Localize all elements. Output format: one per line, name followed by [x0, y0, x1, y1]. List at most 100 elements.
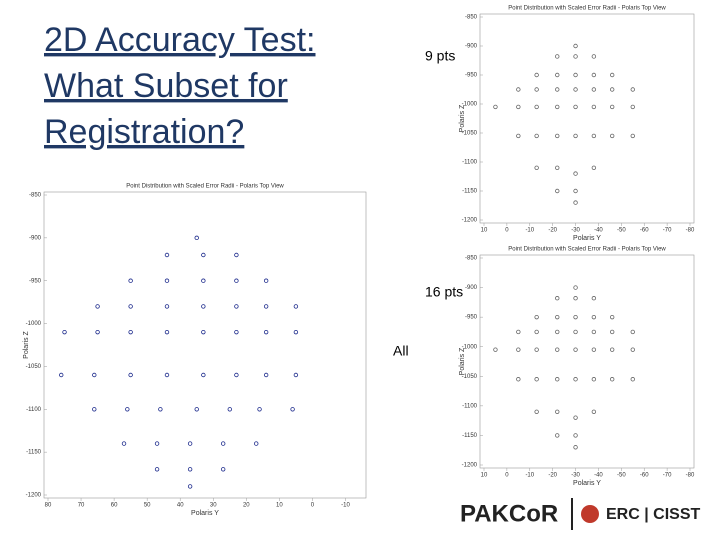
x-tick-label: 60 [111, 503, 118, 509]
point [263, 304, 269, 309]
point [573, 285, 578, 290]
point [234, 304, 239, 309]
point [573, 133, 578, 139]
point [516, 87, 521, 92]
point [555, 296, 560, 301]
point [555, 54, 560, 59]
point [573, 377, 578, 382]
point [158, 407, 163, 412]
chart-title: Point Distribution with Scaled Error Rad… [508, 247, 666, 253]
point [516, 104, 521, 110]
y-tick-label: -900 [465, 285, 478, 291]
point [591, 347, 597, 352]
plot-frame [479, 254, 695, 469]
y-tick-label: -900 [465, 44, 478, 50]
x-axis-label: Polaris Y [573, 480, 601, 487]
point [555, 104, 560, 110]
x-tick-label: 40 [177, 503, 184, 509]
point [128, 304, 133, 309]
x-tick-label: 0 [505, 228, 509, 234]
y-tick-label: -850 [465, 256, 478, 262]
y-tick-label: -1000 [462, 102, 478, 108]
y-tick-label: -1150 [462, 433, 478, 439]
x-tick-label: -20 [548, 228, 557, 234]
point [95, 304, 100, 309]
point [609, 87, 615, 92]
point [92, 372, 97, 378]
y-tick-label: -950 [29, 278, 42, 284]
point [201, 304, 206, 309]
subset-label: 9 pts [425, 48, 455, 64]
y-tick-label: -900 [29, 235, 42, 241]
point [555, 347, 560, 352]
point [630, 347, 635, 352]
point [573, 188, 578, 194]
point [630, 133, 635, 139]
x-tick-label: 30 [210, 503, 217, 509]
point [201, 252, 206, 258]
point [573, 43, 578, 49]
point [95, 329, 100, 335]
point [220, 441, 226, 446]
chart-title: Point Distribution with Scaled Error Rad… [126, 184, 284, 190]
x-tick-label: -80 [686, 473, 695, 479]
point [573, 104, 578, 110]
y-tick-label: -1100 [462, 403, 478, 409]
point [534, 72, 539, 78]
point [263, 329, 269, 335]
point [630, 104, 635, 110]
point [555, 188, 560, 194]
point [128, 329, 133, 335]
point [555, 409, 560, 414]
point [263, 278, 269, 283]
y-tick-label: -1100 [26, 407, 42, 413]
point [201, 278, 206, 283]
point [263, 372, 269, 378]
x-tick-label: 10 [481, 473, 488, 479]
x-tick-label: 0 [311, 503, 315, 509]
point [573, 54, 578, 59]
x-tick-label: -60 [640, 473, 649, 479]
point [92, 407, 97, 412]
point [234, 252, 239, 258]
point [609, 72, 615, 78]
x-tick-label: -60 [640, 228, 649, 234]
point [125, 407, 130, 412]
subset-label: All [393, 343, 409, 359]
point [591, 377, 597, 382]
y-tick-label: -1000 [26, 321, 42, 327]
y-tick-label: -850 [465, 15, 478, 21]
point [194, 235, 199, 241]
x-tick-label: -10 [341, 503, 350, 509]
x-tick-label: -30 [571, 228, 580, 234]
x-tick-label: -80 [686, 228, 695, 234]
point [534, 347, 539, 352]
x-tick-label: -20 [548, 473, 557, 479]
point [128, 372, 133, 378]
point [154, 467, 160, 472]
title-line: What Subset for [44, 67, 288, 105]
x-tick-label: -50 [617, 473, 626, 479]
point [609, 314, 615, 320]
point [154, 441, 160, 446]
point [534, 314, 539, 320]
point [591, 165, 597, 170]
y-tick-label: -1200 [462, 218, 478, 224]
point [493, 104, 498, 110]
logo-icon [581, 505, 599, 523]
y-axis-label: Polaris Z [459, 347, 466, 375]
x-tick-label: -30 [571, 473, 580, 479]
point [201, 329, 206, 335]
x-tick-label: 80 [45, 503, 52, 509]
y-tick-label: -1050 [462, 131, 478, 137]
x-tick-label: -40 [594, 473, 603, 479]
point [591, 54, 597, 59]
point [290, 407, 295, 412]
y-tick-label: -1000 [462, 344, 478, 350]
x-tick-label: 10 [276, 503, 283, 509]
point [630, 87, 635, 92]
point [609, 377, 615, 382]
point [534, 104, 539, 110]
